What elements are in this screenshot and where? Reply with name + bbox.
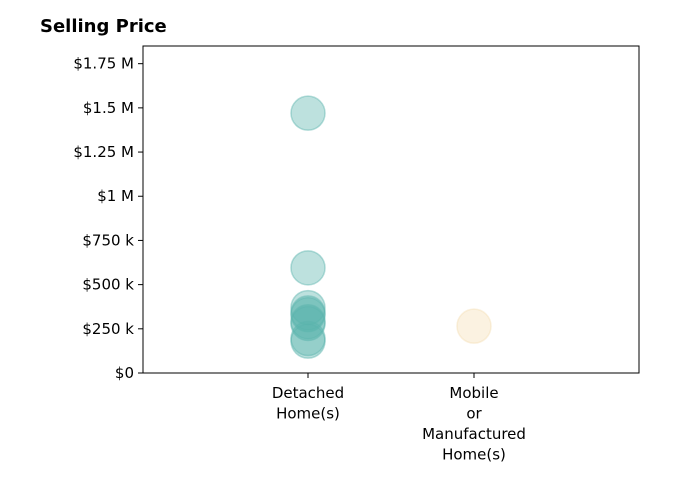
data-point	[456, 308, 492, 344]
y-tick-label: $500 k	[82, 276, 134, 294]
y-tick-label: $1 M	[97, 187, 134, 205]
data-point	[290, 295, 326, 331]
x-tick-label: Mobile or Manufactured Home(s)	[422, 384, 526, 464]
y-tick-label: $0	[115, 364, 134, 382]
data-point	[290, 296, 326, 333]
x-tick-label-line: Mobile	[449, 384, 498, 402]
x-axis: Detached Home(s) Mobile or Manufactured Home(…	[272, 373, 526, 464]
y-tick-label: $1.25 M	[73, 143, 134, 161]
plot-frame	[142, 45, 640, 374]
y-axis: $0 $250 k $500 k $750 k $1 M $1.25 M $1.5 M $1.…	[73, 55, 143, 382]
y-tick-label: $1.75 M	[73, 55, 134, 73]
x-tick-label-line: Detached	[272, 384, 344, 402]
x-tick-label-line: Home(s)	[442, 446, 506, 464]
x-tick-label-line: or	[466, 405, 482, 423]
y-tick-label: $250 k	[82, 320, 134, 338]
data-point	[290, 320, 326, 357]
data-point	[290, 323, 326, 359]
points-layer	[290, 95, 492, 359]
data-point	[290, 305, 326, 342]
x-tick-label: Detached Home(s)	[272, 384, 344, 423]
x-tick-label-line: Manufactured	[422, 425, 526, 443]
data-point	[290, 303, 326, 340]
data-point	[290, 250, 326, 286]
data-point	[290, 95, 326, 131]
chart-title: Selling Price	[40, 16, 167, 37]
y-tick-label: $750 k	[82, 231, 134, 249]
y-tick-label: $1.5 M	[83, 99, 134, 117]
data-point	[290, 289, 326, 326]
x-tick-label-line: Home(s)	[276, 405, 340, 423]
